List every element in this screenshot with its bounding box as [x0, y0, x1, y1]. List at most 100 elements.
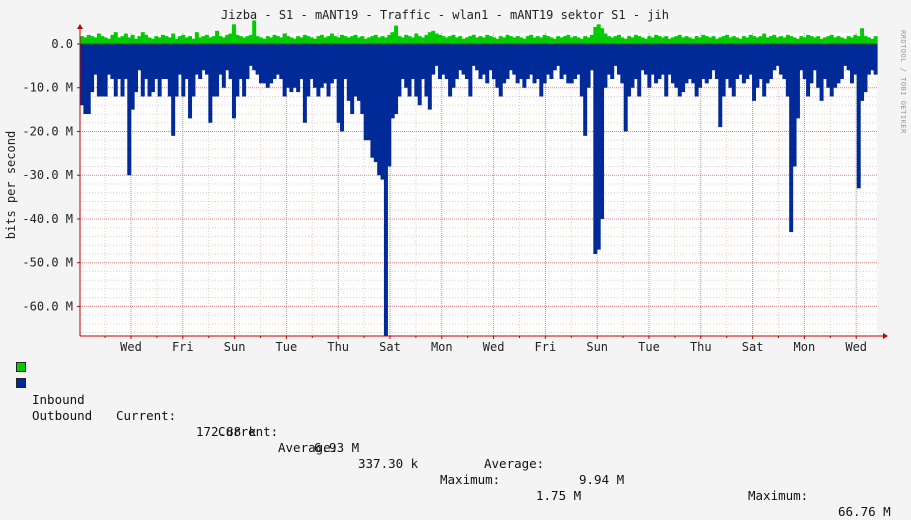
- inbound-bar: [552, 38, 557, 44]
- inbound-bar: [714, 38, 719, 44]
- outbound-bar: [329, 44, 334, 84]
- outbound-bar: [630, 44, 635, 88]
- outbound-bar: [353, 44, 358, 97]
- inbound-bar: [768, 36, 773, 44]
- inbound-bar: [272, 34, 277, 44]
- inbound-bar: [508, 36, 513, 44]
- x-tick-label: Sun: [586, 340, 608, 354]
- inbound-average-value: 337.30 k: [358, 456, 419, 471]
- outbound-bar: [150, 44, 155, 93]
- outbound-bar: [671, 44, 675, 84]
- inbound-bar: [687, 37, 692, 44]
- inbound-bar: [569, 37, 574, 44]
- outbound-bar: [620, 44, 625, 84]
- inbound-bar: [519, 37, 524, 44]
- y-axis-label: bits per second: [4, 131, 18, 239]
- inbound-bar: [596, 24, 601, 44]
- inbound-bar: [360, 36, 365, 44]
- inbound-bar: [620, 37, 625, 44]
- outbound-bar: [448, 44, 453, 97]
- outbound-bar: [843, 44, 848, 66]
- inbound-bar: [502, 37, 507, 44]
- outbound-bar: [360, 44, 365, 114]
- outbound-bar: [539, 44, 544, 97]
- inbound-bar: [363, 38, 368, 44]
- inbound-bar: [410, 37, 415, 44]
- outbound-bar: [752, 44, 757, 101]
- x-tick-label: Mon: [431, 340, 453, 354]
- outbound-bar: [346, 44, 351, 101]
- x-tick-label: Mon: [794, 340, 816, 354]
- inbound-bar: [262, 38, 267, 44]
- inbound-bar: [711, 36, 716, 44]
- outbound-bar: [552, 44, 557, 71]
- outbound-bar: [637, 44, 642, 97]
- inbound-bar: [225, 34, 230, 44]
- outbound-bar: [380, 44, 385, 180]
- inbound-bar: [664, 36, 669, 44]
- outbound-bar: [505, 44, 510, 79]
- inbound-bar: [856, 36, 861, 44]
- outbound-bar: [282, 44, 287, 97]
- outbound-bar: [154, 44, 159, 79]
- inbound-bar: [799, 36, 804, 44]
- outbound-bar: [208, 44, 213, 123]
- inbound-bar: [826, 36, 831, 44]
- outbound-bar: [559, 44, 564, 79]
- outbound-bar: [502, 44, 507, 84]
- inbound-bar: [701, 34, 706, 44]
- outbound-bar: [492, 44, 496, 79]
- inbound-bar: [154, 36, 159, 44]
- x-tick-label: Sat: [379, 340, 401, 354]
- x-tick-label: Fri: [535, 340, 557, 354]
- inbound-bar: [255, 36, 260, 44]
- outbound-swatch: [16, 378, 26, 388]
- outbound-bar: [704, 44, 709, 84]
- inbound-bar: [306, 36, 311, 44]
- inbound-bar: [245, 36, 250, 44]
- outbound-bar: [471, 44, 476, 66]
- inbound-bar: [691, 38, 696, 44]
- inbound-bar: [394, 25, 399, 44]
- inbound-bar: [150, 38, 155, 44]
- inbound-bar: [782, 37, 787, 44]
- inbound-current-label: Current:: [116, 408, 177, 423]
- legend-outbound: Outbound Current: 6.93 M Average: 9.94 M…: [16, 376, 896, 519]
- outbound-bar: [792, 44, 797, 167]
- inbound-bar: [144, 34, 149, 44]
- y-tick-labels: 0.0 -10.0 M -20.0 M -30.0 M -40.0 M -50.0 M -6…: [22, 37, 73, 313]
- outbound-bar: [383, 44, 388, 336]
- inbound-bar: [407, 36, 412, 44]
- outbound-bar: [275, 44, 280, 75]
- outbound-bar: [309, 44, 314, 79]
- outbound-bar: [414, 44, 419, 97]
- inbound-bar: [606, 36, 611, 44]
- inbound-bar: [421, 37, 426, 44]
- outbound-bar: [319, 44, 324, 88]
- inbound-bar: [127, 37, 132, 44]
- inbound-bar: [610, 37, 615, 44]
- outbound-bar: [107, 44, 111, 75]
- outbound-bar: [400, 44, 405, 79]
- outbound-bar: [806, 44, 811, 97]
- traffic-graph: { "chart_data": { "type": "area", "title…: [4, 8, 907, 519]
- x-tick-label: Sun: [224, 340, 246, 354]
- outbound-bar: [390, 44, 395, 119]
- x-axis-arrow: [883, 333, 888, 339]
- outbound-bar: [427, 44, 432, 110]
- inbound-bar: [549, 37, 554, 44]
- outbound-bar: [846, 44, 851, 71]
- outbound-bar: [542, 44, 547, 84]
- inbound-bar: [779, 36, 784, 44]
- outbound-bar: [647, 44, 652, 88]
- inbound-bar: [657, 36, 662, 44]
- outbound-bar: [221, 44, 226, 88]
- outbound-bar: [812, 44, 817, 71]
- inbound-bar: [792, 37, 797, 44]
- outbound-bar: [475, 44, 480, 71]
- inbound-bar: [627, 36, 632, 44]
- outbound-bar: [498, 44, 503, 97]
- outbound-bar: [616, 44, 621, 75]
- inbound-bar: [566, 34, 571, 44]
- outbound-bar: [269, 44, 274, 84]
